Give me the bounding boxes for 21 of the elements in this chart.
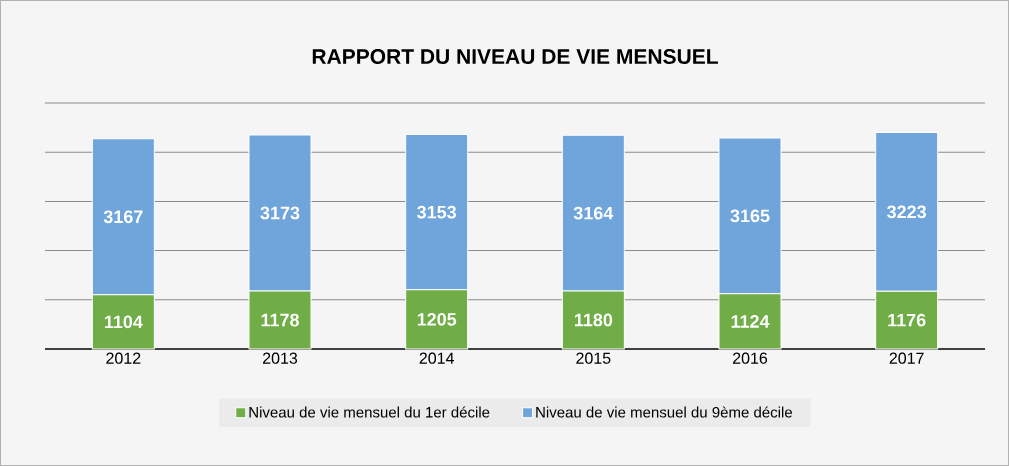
- data-label: 3173: [260, 206, 300, 220]
- x-tick-label: 2012: [106, 352, 141, 364]
- legend-label: Niveau de vie mensuel du 1er décile: [249, 406, 490, 418]
- data-label: 3167: [103, 210, 143, 224]
- chart-title: RAPPORT DU NIVEAU DE VIE MENSUEL: [312, 49, 718, 64]
- x-tick-label: 2015: [576, 352, 611, 364]
- data-label: 1178: [261, 313, 299, 327]
- data-label: 1180: [574, 313, 613, 327]
- data-label: 3164: [573, 206, 614, 220]
- x-tick-label: 2013: [263, 352, 298, 364]
- data-label: 3165: [730, 209, 770, 223]
- legend-label: Niveau de vie mensuel du 9ème décile: [536, 406, 792, 418]
- data-label: 1124: [731, 315, 770, 328]
- data-label: 1104: [104, 315, 143, 329]
- x-tick-label: 2016: [733, 352, 768, 364]
- data-label: 1205: [417, 312, 457, 326]
- data-label: 3223: [887, 205, 927, 219]
- data-label: 1176: [888, 313, 926, 327]
- x-tick-label: 2017: [889, 352, 924, 364]
- x-tick-label: 2014: [419, 352, 454, 364]
- data-label: 3153: [417, 205, 457, 219]
